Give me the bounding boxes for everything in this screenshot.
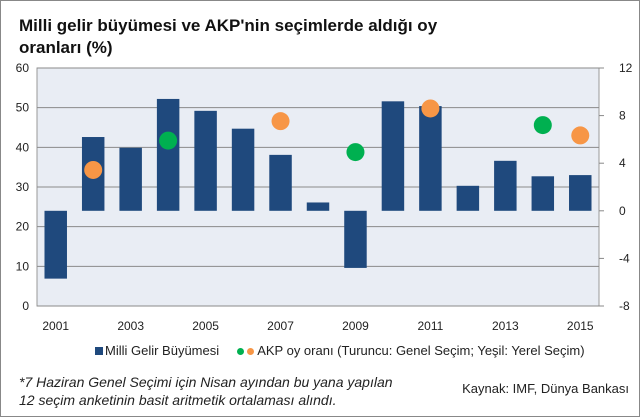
right-tick-label: 12: [619, 61, 633, 75]
x-tick-label: 2007: [267, 319, 294, 333]
bar-2004: [156, 98, 180, 211]
x-tick-label: 2011: [417, 319, 443, 333]
right-tick-label: 0: [619, 204, 626, 218]
right-tick-label: -4: [619, 251, 630, 265]
bar-2008: [306, 202, 330, 211]
legend-green-dot: [237, 348, 245, 355]
right-tick-label: 4: [619, 156, 626, 170]
right-tick-label: 8: [619, 109, 626, 123]
x-tick-label: 2001: [42, 319, 69, 333]
bar-2011: [419, 106, 442, 211]
left-tick-label: 30: [16, 180, 30, 194]
left-tick-label: 20: [16, 220, 30, 234]
bar-2015: [569, 175, 592, 211]
bar-2007: [269, 154, 292, 211]
footnote-line-1: *7 Haziran Genel Seçimi için Nisan ayınd…: [19, 374, 393, 390]
bar-2001: [44, 210, 67, 279]
vote-dot-2007: [271, 112, 290, 131]
bar-2013: [494, 160, 517, 211]
x-tick-label: 2015: [567, 319, 594, 333]
legend-bar-swatch: [95, 347, 103, 355]
bar-2010: [381, 101, 405, 211]
vote-dot-2014: [533, 116, 552, 135]
right-tick-label: -8: [619, 299, 630, 313]
vote-dot-2004: [159, 131, 178, 150]
vote-dot-2009: [346, 143, 365, 162]
vote-dot-2011: [421, 99, 440, 118]
chart-title: Milli gelir büyümesi ve AKP'nin seçimler…: [19, 16, 438, 57]
x-tick-label: 2013: [492, 319, 519, 333]
x-tick-label: 2005: [192, 319, 219, 333]
left-tick-label: 40: [16, 140, 30, 154]
left-tick-label: 0: [22, 299, 29, 313]
source-text: Kaynak: IMF, Dünya Bankası: [462, 381, 629, 396]
footnote: *7 Haziran Genel Seçimi için Nisan ayınd…: [19, 373, 393, 409]
bar-2012: [456, 185, 480, 211]
chart-plot: 0 10 20 30 40 50 60 -8 -4 0 4 8 12 2001 2003 2005 2007 20…: [16, 61, 633, 333]
x-tick-label: 2003: [117, 319, 144, 333]
left-tick-label: 60: [16, 61, 30, 75]
bar-2003: [119, 147, 142, 211]
legend: Milli Gelir Büyümesi AKP oy oranı (Turun…: [95, 343, 585, 358]
left-tick-label: 50: [16, 101, 30, 115]
bar-2005: [194, 110, 217, 211]
bar-2006: [231, 128, 255, 211]
legend-orange-dot: [247, 348, 255, 355]
left-tick-label: 10: [16, 259, 30, 273]
legend-dot-label: AKP oy oranı (Turuncu: Genel Seçim; Yeşi…: [257, 343, 585, 358]
footnote-line-2: 12 seçim anketinin basit aritmetik ortal…: [19, 392, 337, 408]
x-tick-label: 2009: [342, 319, 369, 333]
vote-dot-2015: [571, 126, 590, 145]
legend-bar-label: Milli Gelir Büyümesi: [105, 343, 220, 358]
bar-2009: [344, 210, 367, 268]
bar-2014: [531, 176, 555, 211]
vote-dot-2002: [84, 160, 103, 179]
